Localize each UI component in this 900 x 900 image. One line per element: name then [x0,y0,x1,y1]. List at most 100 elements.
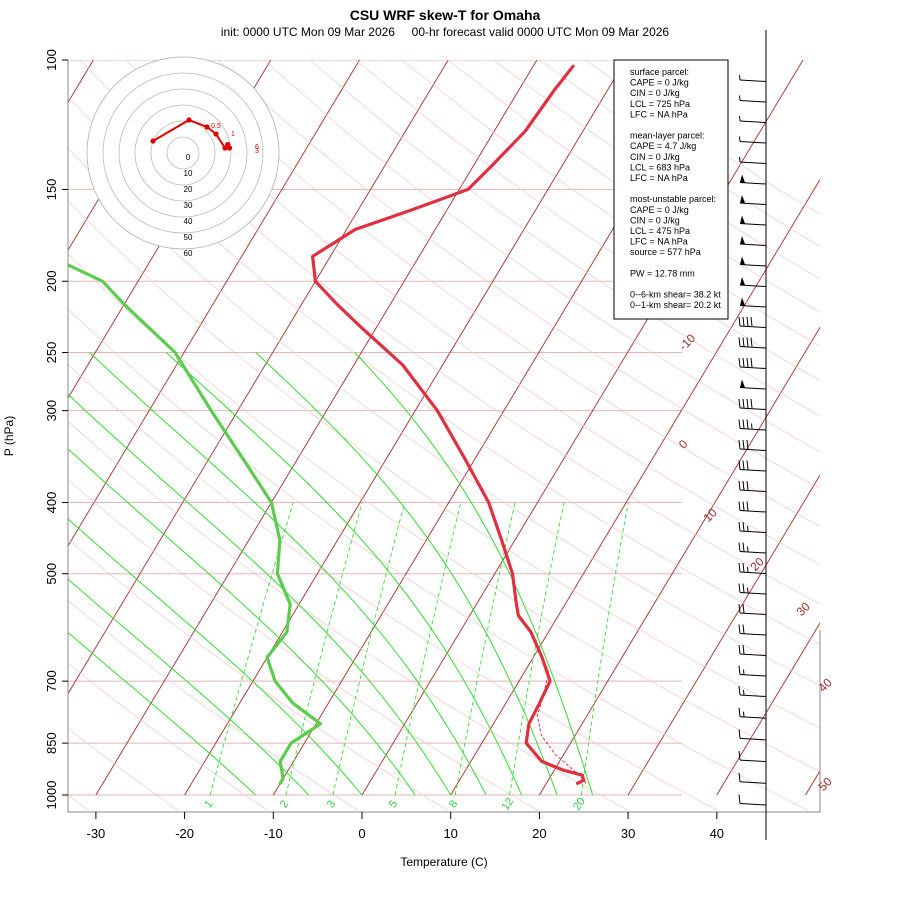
wind-barb-shaft [739,141,767,144]
wind-barb-full [746,439,749,450]
wind-barb [739,136,767,144]
chart-title: CSU WRF skew-T for Omaha [350,7,541,23]
wind-barb [739,379,767,390]
moist-adiabat [68,631,256,796]
wind-barb [738,644,767,656]
wind-barb-full [738,480,741,491]
wind-barb-full [742,480,745,491]
dry-adiabat [217,60,820,489]
dry-adiabat [125,60,820,565]
wind-barb-shaft [739,551,767,554]
hodograph-height-label: 6 [255,144,259,151]
x-tick-label: -30 [87,826,106,841]
wind-barb-full [750,398,753,409]
wind-barb [739,215,767,226]
wind-barb-pennant [740,379,745,388]
y-tick-label: 300 [44,400,59,422]
mixing-ratio-line [332,502,406,796]
mixing-ratio-line [580,502,629,796]
dry-adiabat [68,662,269,811]
hodograph-ring-outline [134,104,232,202]
wind-barb [738,583,767,595]
isotherm-line [68,60,449,695]
legend-line: surface parcel: [630,67,689,77]
wind-barb-full [742,583,745,593]
mixing-ratio-label: 5 [387,798,400,810]
wind-barb-full [742,439,745,450]
wind-barb [739,195,767,205]
isotherm-line [894,60,900,795]
y-tick-label: 150 [44,179,59,201]
wind-barb-full [746,357,749,368]
wind-barb-full [738,357,741,368]
mixing-ratio-label: 2 [278,798,291,810]
x-tick-label: 10 [443,826,457,841]
wind-barb-shaft [739,716,767,719]
hodograph-height-label: 1 [231,131,235,138]
moist-adiabat [165,352,523,796]
wind-barb-shaft [739,674,767,677]
wind-barb-full [742,357,745,368]
wind-barb-full [738,794,741,804]
wind-barb-half [739,95,741,101]
wind-barb-full [742,542,745,552]
dry-adiabat [68,95,820,645]
wind-barb [738,316,767,328]
mixing-ratio-label: 12 [500,796,517,813]
hodograph-height-label: 3 [255,148,259,155]
dry-adiabat [68,420,629,811]
wind-barb [738,460,767,472]
wind-barb-full [738,439,741,450]
hodograph-ring-outline [150,120,216,186]
hodograph-height-label: 0.5 [211,123,221,130]
wind-barb-full [742,419,745,429]
legend-line: LFC = NA hPa [630,173,688,183]
wind-barb-shaft [739,530,767,533]
wind-barb [739,277,767,287]
wind-barb-full [738,707,741,717]
moist-adiabat [68,448,416,796]
hodograph-point [186,117,192,123]
wind-barb-shaft [739,305,767,308]
wind-barb-shaft [739,100,767,103]
hodograph-point [150,138,156,144]
wind-barb-half [747,566,749,573]
wind-barb-full [742,603,745,614]
wind-barb-half [747,525,749,532]
wind-barb-shaft [739,612,767,615]
dry-adiabat [171,60,820,527]
wind-barb-full [738,337,741,347]
wind-barb-full [738,398,741,409]
y-tick-label: 200 [44,270,59,292]
wind-barb-full [742,337,745,347]
wind-barb-full [746,501,749,511]
wind-barb [739,115,767,123]
wind-barb-half [747,546,749,552]
wind-barb-shaft [739,489,767,492]
legend-line: CIN = 0 J/kg [630,88,680,98]
isotherm-line [450,178,820,796]
x-tick-label: -20 [175,826,194,841]
isotherm-label: 30 [793,599,813,619]
wind-barb-full [738,685,741,696]
moist-adiabat [255,352,558,796]
wind-barb-full [738,772,741,782]
wind-barb [739,95,767,103]
hodograph-point [204,124,210,130]
moist-adiabat [354,352,594,796]
wind-barb [739,236,767,246]
legend-line: CIN = 0 J/kg [630,215,680,225]
wind-barb-pennant [740,195,745,203]
y-axis-label: P (hPa) [2,416,16,456]
wind-barb-shaft [739,202,767,205]
wind-barb-full [738,419,741,429]
wind-barb [739,174,767,185]
wind-barb-full [746,337,749,347]
legend-line: CIN = 0 J/kg [630,152,680,162]
legend-line: CAPE = 4.7 J/kg [630,141,696,151]
wind-barb-half [747,587,749,593]
hodograph-point [222,145,228,151]
wind-barb-shaft [739,182,767,185]
hodograph-ring-outline [166,136,200,170]
